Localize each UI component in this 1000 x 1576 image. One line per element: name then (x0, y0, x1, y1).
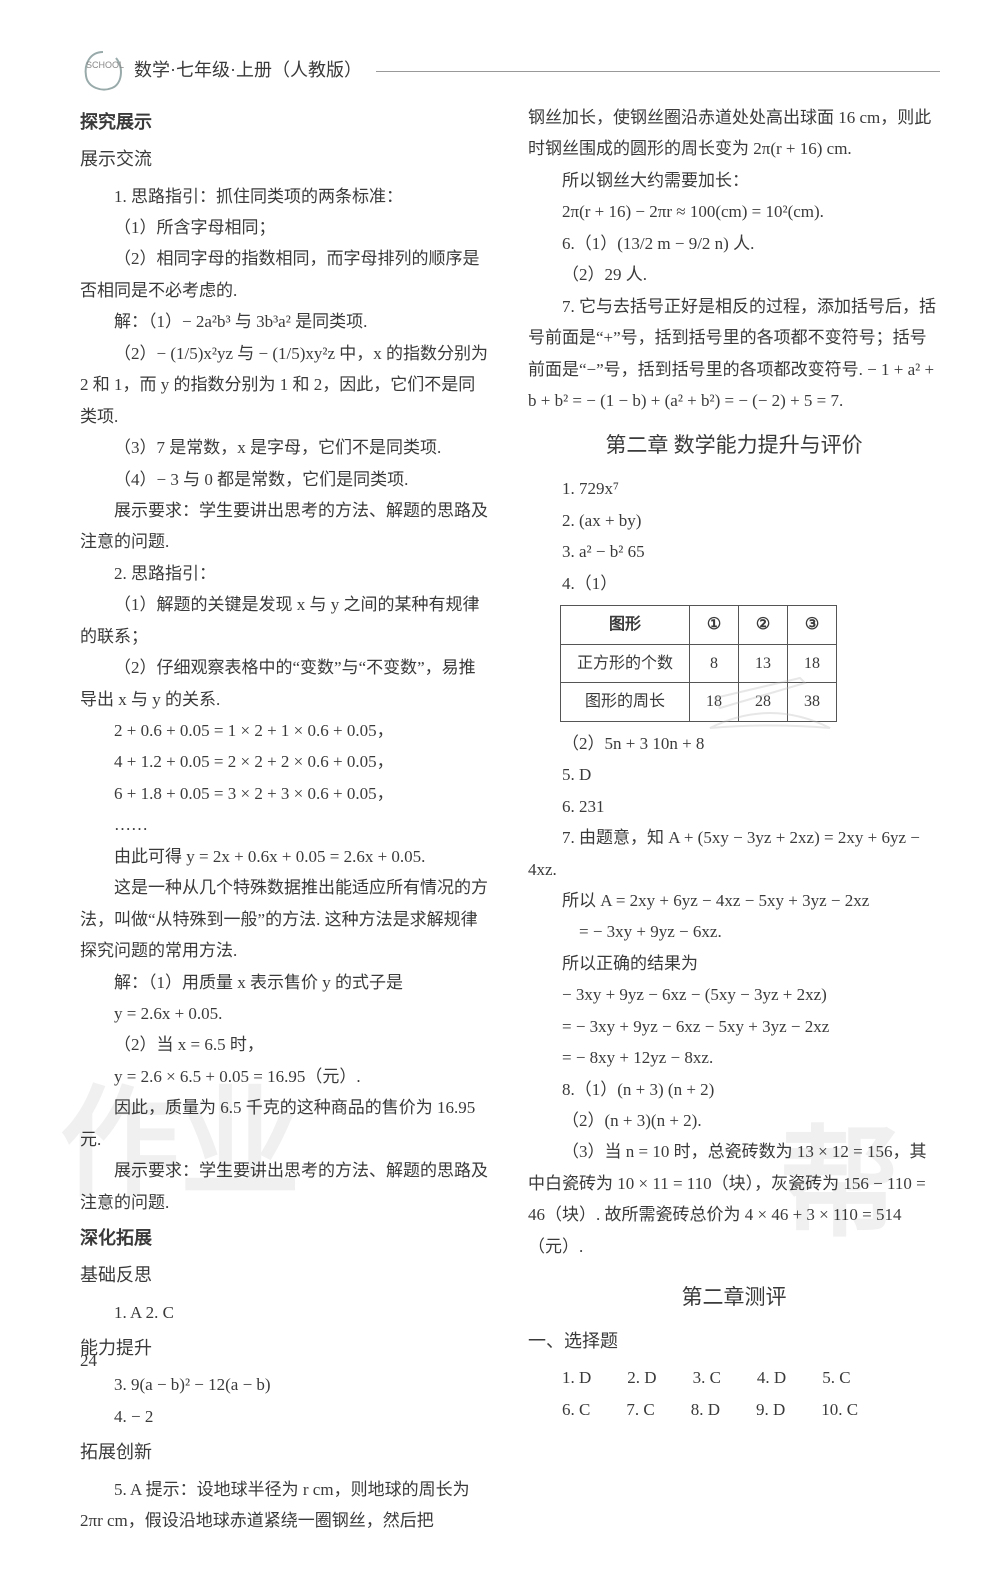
table-header: ② (739, 605, 788, 644)
body-text: 所以钢丝大约需要加长： (528, 165, 940, 196)
page-number: 24 (80, 1345, 97, 1376)
body-text: = − 3xy + 9yz − 6xz. (528, 916, 940, 947)
left-column: 探究展示 展示交流 1. 思路指引：抓住同类项的两条标准： （1）所含字母相同；… (80, 102, 492, 1536)
sub-section: 展示交流 (80, 143, 492, 176)
body-text: 这是一种从几个特殊数据推出能适应所有情况的方法，叫做“从特殊到一般”的方法. 这… (80, 872, 492, 966)
body-text: 1. 729x⁷ (528, 473, 940, 504)
section-title-deepen: 深化拓展 (80, 1222, 492, 1255)
answer: 7. C (626, 1394, 654, 1425)
table-header: 图形 (561, 605, 690, 644)
right-column: 钢丝加长，使钢丝圈沿赤道处处高出球面 16 cm，则此时钢丝围成的圆形的周长变为… (528, 102, 940, 1536)
answer: 3. C (693, 1362, 721, 1393)
answer: 9. D (756, 1394, 785, 1425)
body-text: 7. 它与去括号正好是相反的过程，添加括号后，括号前面是“+”号，括到括号里的各… (528, 291, 940, 417)
body-text: 3. a² − b² 65 (528, 536, 940, 567)
body-text: （3）当 n = 10 时，总瓷砖数为 13 × 12 = 156，其中白瓷砖为… (528, 1136, 940, 1262)
body-text: 所以正确的结果为 (528, 948, 940, 979)
table-header: ③ (788, 605, 837, 644)
body-text: （1）解题的关键是发现 x 与 y 之间的某种有规律的联系； (80, 589, 492, 652)
answer: 1. D (562, 1362, 591, 1393)
page-header: SCHOOL 数学·七年级·上册（人教版） (80, 48, 940, 94)
body-text: （3）7 是常数，x 是字母，它们不是同类项. (80, 432, 492, 463)
body-text: 7. 由题意，知 A + (5xy − 3yz + 2xz) = 2xy + 6… (528, 822, 940, 885)
table-row: 图形 ① ② ③ (561, 605, 837, 644)
answer: 2. D (627, 1362, 656, 1393)
body-text: 展示要求：学生要讲出思考的方法、解题的思路及注意的问题. (80, 1155, 492, 1218)
sub-section: 拓展创新 (80, 1436, 492, 1469)
body-text: 4. − 2 (80, 1401, 492, 1432)
table-cell: 图形的周长 (561, 683, 690, 722)
body-text: 2. (ax + by) (528, 505, 940, 536)
body-text: 2. 思路指引： (80, 558, 492, 589)
body-text: 钢丝加长，使钢丝圈沿赤道处处高出球面 16 cm，则此时钢丝围成的圆形的周长变为… (528, 102, 940, 165)
school-logo-icon: SCHOOL (80, 48, 126, 94)
chapter-title: 第二章 数学能力提升与评价 (528, 426, 940, 465)
body-text: 6. 231 (528, 791, 940, 822)
pencil-book-icon (700, 668, 840, 748)
body-text: 5. D (528, 759, 940, 790)
answer-row: 1. D 2. D 3. C 4. D 5. C (562, 1362, 940, 1393)
header-rule (376, 71, 940, 72)
body-text: 8.（1）(n + 3) (n + 2) (528, 1074, 940, 1105)
body-text: （2）仔细观察表格中的“变数”与“不变数”，易推导出 x 与 y 的关系. (80, 652, 492, 715)
body-text: 4.（1） (528, 568, 940, 599)
answer: 8. D (691, 1394, 720, 1425)
answer: 5. C (822, 1362, 850, 1393)
body-text: 展示要求：学生要讲出思考的方法、解题的思路及注意的问题. (80, 495, 492, 558)
answer: 6. C (562, 1394, 590, 1425)
test-title: 第二章测评 (528, 1278, 940, 1317)
answer: 10. C (821, 1394, 858, 1425)
body-text: （2）29 人. (528, 259, 940, 290)
answer: 4. D (757, 1362, 786, 1393)
body-text: 6.（1）(13/2 m − 9/2 n) 人. (528, 228, 940, 259)
body-text: （1）所含字母相同； (80, 212, 492, 243)
body-text: （2）− (1/5)x²yz 与 − (1/5)xy²z 中，x 的指数分别为 … (80, 338, 492, 432)
table-cell: 正方形的个数 (561, 644, 690, 683)
body-text: 5. A 提示：设地球半径为 r cm，则地球的周长为 2πr cm，假设沿地球… (80, 1474, 492, 1537)
table-header: ① (690, 605, 739, 644)
book-title: 数学·七年级·上册（人教版） (134, 54, 362, 87)
sub-section: 一、选择题 (528, 1325, 940, 1358)
body-text: − 3xy + 9yz − 6xz − (5xy − 3yz + 2xz) (528, 979, 940, 1010)
body-text: （2）相同字母的指数相同，而字母排列的顺序是否相同是不必考虑的. (80, 243, 492, 306)
body-text: = − 8xy + 12yz − 8xz. (528, 1042, 940, 1073)
body-text: 解：（1）− 2a²b³ 与 3b³a² 是同类项. (80, 306, 492, 337)
body-text: = − 3xy + 9yz − 6xz − 5xy + 3yz − 2xz (528, 1011, 940, 1042)
section-title-explore: 探究展示 (80, 106, 492, 139)
body-text: 4 + 1.2 + 0.05 = 2 × 2 + 2 × 0.6 + 0.05， (80, 746, 492, 777)
body-text: 2π(r + 16) − 2πr ≈ 100(cm) = 10²(cm). (528, 196, 940, 227)
body-text: （4）− 3 与 0 都是常数，它们是同类项. (80, 464, 492, 495)
body-text: 2 + 0.6 + 0.05 = 1 × 2 + 1 × 0.6 + 0.05， (80, 715, 492, 746)
answer-row: 6. C 7. C 8. D 9. D 10. C (562, 1394, 940, 1425)
body-text: 所以 A = 2xy + 6yz − 4xz − 5xy + 3yz − 2xz (528, 885, 940, 916)
body-text: y = 2.6x + 0.05. (80, 998, 492, 1029)
body-text: 1. A 2. C (80, 1297, 492, 1328)
logo-text: SCHOOL (86, 60, 124, 70)
body-text: y = 2.6 × 6.5 + 0.05 = 16.95（元）. (80, 1061, 492, 1092)
body-text: 1. 思路指引：抓住同类项的两条标准： (80, 181, 492, 212)
sub-section: 能力提升 (80, 1332, 492, 1365)
body-text: 6 + 1.8 + 0.05 = 3 × 2 + 3 × 0.6 + 0.05， (80, 778, 492, 809)
body-text: …… (80, 809, 492, 840)
body-text: （2）(n + 3)(n + 2). (528, 1105, 940, 1136)
body-text: （2）当 x = 6.5 时， (80, 1029, 492, 1060)
sub-section: 基础反思 (80, 1259, 492, 1292)
body-text: 解：（1）用质量 x 表示售价 y 的式子是 (80, 967, 492, 998)
body-text: 因此，质量为 6.5 千克的这种商品的售价为 16.95 元. (80, 1092, 492, 1155)
body-text: 3. 9(a − b)² − 12(a − b) (80, 1369, 492, 1400)
body-text: 由此可得 y = 2x + 0.6x + 0.05 = 2.6x + 0.05. (80, 841, 492, 872)
